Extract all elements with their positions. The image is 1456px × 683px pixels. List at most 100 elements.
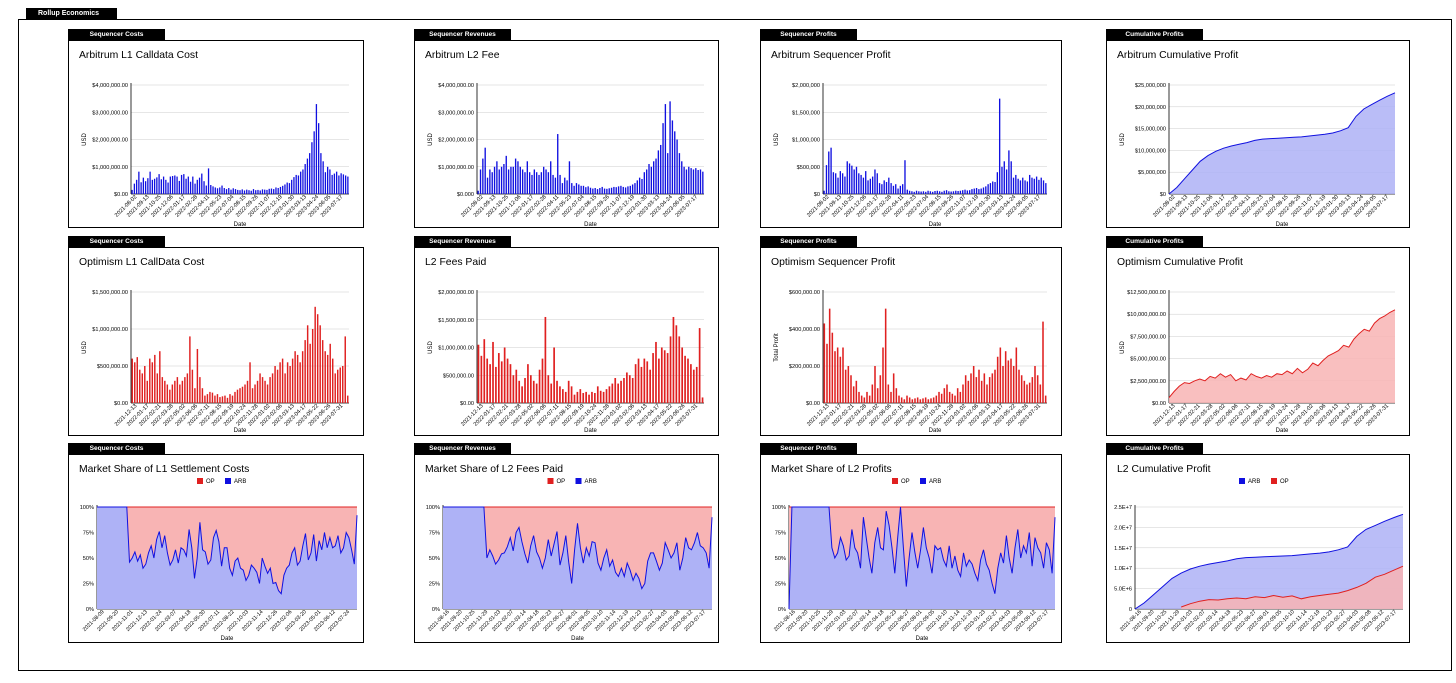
- series-area: [1169, 309, 1395, 403]
- bar: [970, 373, 972, 403]
- bar: [241, 189, 243, 194]
- bar: [848, 163, 851, 194]
- y-tick-label: $0.00: [460, 401, 474, 407]
- bar: [699, 169, 702, 194]
- bar: [142, 177, 145, 194]
- y-tick-label: $1,000,000.00: [92, 327, 128, 333]
- chart-card: Optimism L1 CallData Cost $0.00 $500,000.0…: [68, 247, 364, 436]
- legend-swatch: [197, 478, 203, 484]
- bar: [554, 177, 557, 194]
- bar: [545, 169, 547, 194]
- bar: [637, 358, 640, 403]
- bar: [585, 391, 587, 403]
- bar: [219, 187, 221, 194]
- legend-swatch: [575, 478, 582, 484]
- bar: [698, 328, 701, 403]
- bar: [219, 397, 221, 403]
- bar: [959, 391, 962, 403]
- y-tick-label: $0.00: [114, 401, 128, 407]
- bar: [576, 391, 579, 403]
- bar: [999, 347, 1002, 403]
- bar: [342, 366, 344, 403]
- bar: [264, 189, 266, 194]
- y-tick-label: $1,000,000: [792, 138, 820, 144]
- bar: [259, 190, 261, 194]
- bar: [344, 336, 346, 403]
- series-area: [789, 507, 1055, 609]
- bar: [1010, 161, 1012, 194]
- y-tick-label: 75%: [83, 531, 94, 537]
- bar: [957, 191, 959, 194]
- bar: [234, 189, 237, 194]
- bar: [985, 186, 987, 194]
- bar: [825, 165, 828, 194]
- bar: [185, 178, 187, 194]
- bar: [547, 375, 550, 403]
- y-tick-label: $4,000,000.00: [92, 83, 128, 89]
- bar: [329, 169, 331, 194]
- bar: [309, 343, 311, 403]
- series-line: [97, 506, 358, 595]
- bar: [978, 369, 980, 403]
- bar: [1023, 380, 1026, 403]
- y-tick-label: $5,000,000: [1138, 170, 1166, 176]
- bar: [602, 391, 605, 403]
- bar: [288, 183, 291, 194]
- y-tick-label: $600,000.00: [789, 290, 820, 296]
- bar: [567, 380, 570, 403]
- bar: [988, 377, 991, 403]
- bar: [828, 308, 831, 403]
- bar: [246, 380, 249, 403]
- bar: [852, 386, 855, 403]
- bar: [950, 191, 952, 194]
- bar: [135, 179, 138, 194]
- bar: [582, 393, 585, 403]
- bar: [199, 377, 201, 403]
- bar: [702, 171, 704, 194]
- bar: [853, 169, 855, 194]
- bar: [526, 161, 528, 194]
- chart-card: Market Share of L1 Settlement Costs 0% 25%…: [68, 454, 364, 643]
- bar: [863, 397, 866, 403]
- bar: [544, 316, 547, 403]
- bar: [153, 178, 156, 194]
- bar: [296, 354, 299, 403]
- bar: [133, 183, 136, 194]
- bar: [556, 380, 558, 403]
- bar: [1031, 377, 1034, 403]
- bar: [920, 191, 922, 194]
- bar: [1015, 347, 1018, 403]
- bar: [631, 184, 634, 194]
- bar: [1028, 382, 1031, 403]
- bar: [874, 366, 876, 403]
- bar: [189, 336, 191, 403]
- bar: [971, 189, 973, 194]
- bar: [301, 351, 304, 403]
- bar: [244, 384, 246, 403]
- bar: [669, 101, 671, 194]
- bar: [333, 173, 336, 194]
- bar: [900, 397, 903, 403]
- bar: [512, 166, 514, 194]
- bar: [169, 389, 171, 403]
- x-axis-label: Date: [916, 636, 929, 642]
- bar: [622, 186, 624, 194]
- bar: [692, 369, 695, 403]
- bar: [903, 399, 906, 403]
- bar: [839, 171, 841, 194]
- y-tick-label: $25,000,000: [1135, 83, 1166, 89]
- y-tick-label: $15,000,000: [1135, 127, 1166, 133]
- bar: [573, 394, 576, 403]
- tile-tab: Cumulative Profits: [1106, 236, 1203, 247]
- bar: [271, 373, 274, 403]
- bar: [975, 377, 978, 403]
- bar: [131, 189, 133, 194]
- bar: [259, 373, 261, 403]
- y-tick-label: 0%: [432, 607, 440, 613]
- bar: [688, 166, 690, 194]
- tile-tab: Sequencer Costs: [68, 236, 165, 247]
- y-tick-label: 0: [1129, 607, 1132, 613]
- bar: [951, 393, 954, 403]
- bar: [589, 187, 592, 194]
- bar: [571, 183, 573, 194]
